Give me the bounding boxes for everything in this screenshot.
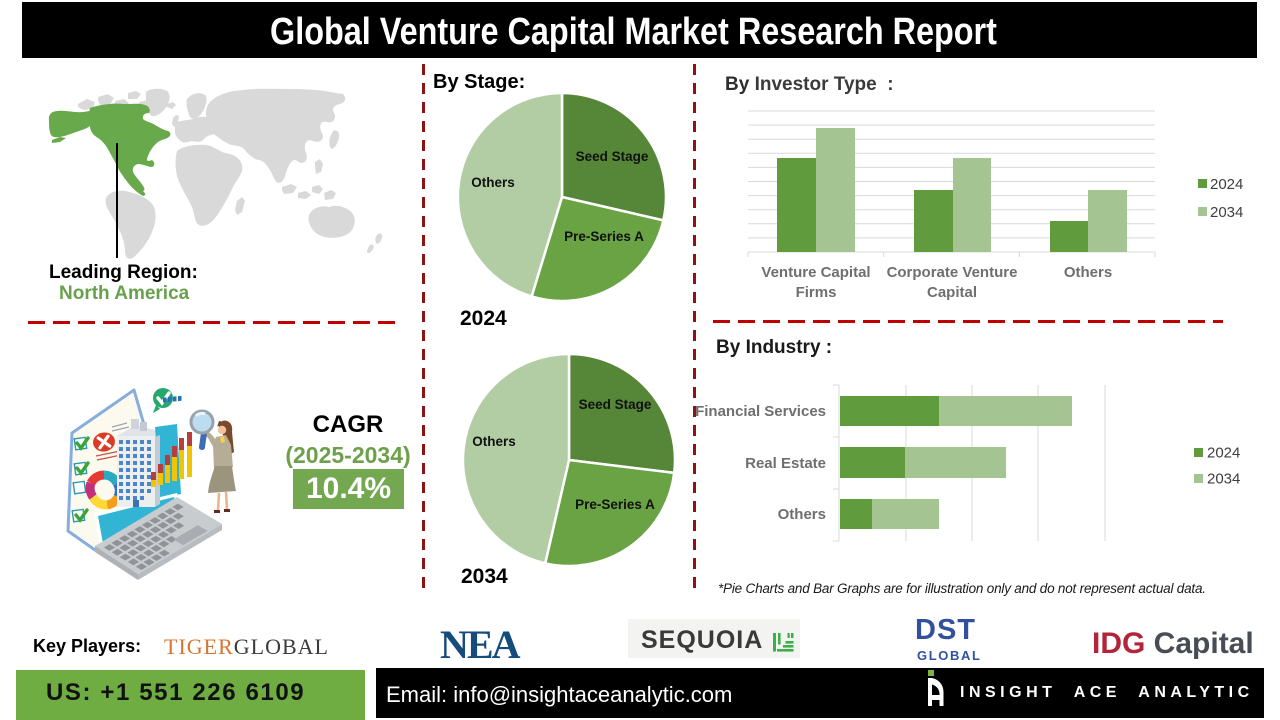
svg-text:Seed Stage: Seed Stage <box>579 397 652 412</box>
svg-text:Pre-Series A: Pre-Series A <box>575 497 655 512</box>
svg-text:Pre-Series A: Pre-Series A <box>564 229 644 244</box>
svg-text:Corporate Venture: Corporate Venture <box>887 264 1018 281</box>
svg-text:Others: Others <box>472 434 516 449</box>
svg-text:Real Estate: Real Estate <box>745 455 826 472</box>
svg-text:Others: Others <box>778 506 826 523</box>
svg-text:2034: 2034 <box>1210 204 1243 221</box>
svg-text:2024: 2024 <box>1210 176 1243 193</box>
svg-text:Capital: Capital <box>927 284 977 301</box>
svg-text:Financial Services: Financial Services <box>695 403 826 420</box>
svg-text:2024: 2024 <box>1207 445 1240 462</box>
svg-text:Others: Others <box>1064 264 1112 281</box>
svg-text:2034: 2034 <box>1207 471 1240 488</box>
svg-text:Firms: Firms <box>796 284 837 301</box>
svg-text:Others: Others <box>471 175 515 190</box>
svg-text:Venture Capital: Venture Capital <box>761 264 870 281</box>
svg-text:Seed Stage: Seed Stage <box>576 149 649 164</box>
